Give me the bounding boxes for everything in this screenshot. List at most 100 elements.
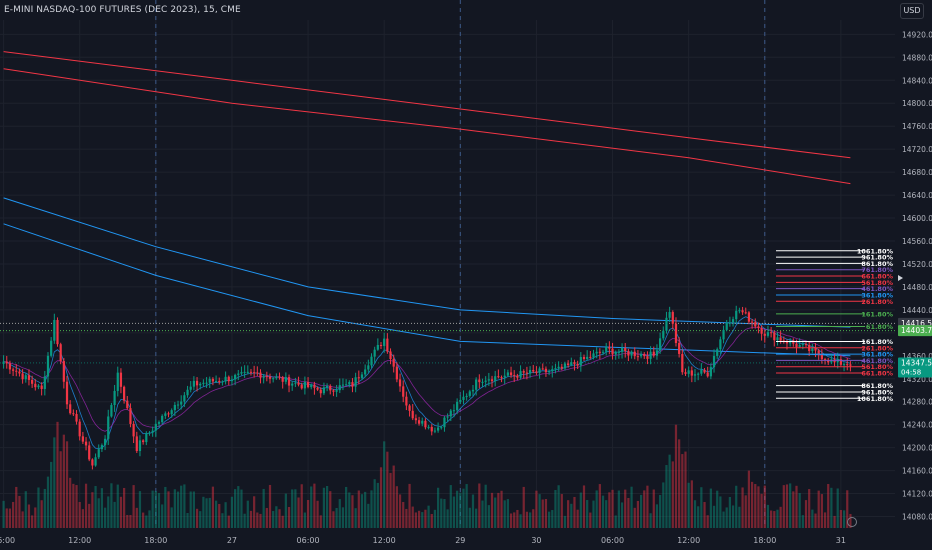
candle-body <box>722 329 725 340</box>
volume-bar <box>310 486 313 528</box>
candle-body <box>443 417 446 428</box>
candle-body <box>538 368 541 373</box>
volume-bar <box>265 507 268 528</box>
candle-body <box>2 361 5 364</box>
volume-bar <box>567 500 570 528</box>
candle-body <box>135 436 138 452</box>
volume-bar <box>338 499 341 528</box>
candle-body <box>839 359 843 365</box>
volume-bar <box>72 483 75 528</box>
candle-body <box>392 359 395 367</box>
volume-bar <box>135 507 138 528</box>
fib-level-label: 861.80% <box>861 382 893 390</box>
volume-bar <box>776 509 779 528</box>
volume-bar <box>278 509 281 528</box>
fib-level-label: 361.80% <box>861 351 893 359</box>
price-tick-label: 14480.00 <box>902 283 932 292</box>
volume-bar <box>214 500 218 528</box>
candle-body <box>113 390 116 406</box>
fib-level-label: 961.80% <box>861 254 893 262</box>
volume-bar <box>547 511 551 528</box>
volume-bar <box>262 488 265 528</box>
time-tick-label: 31 <box>836 536 846 545</box>
price-labels: 14416.5014403.75 14347.5004:58 <box>898 317 932 378</box>
volume-bar <box>234 489 237 528</box>
volume-bar <box>186 512 189 528</box>
moving-average-line <box>3 51 851 159</box>
candle-body <box>15 370 18 372</box>
price-tag <box>898 357 932 378</box>
volume-bar <box>823 512 827 528</box>
volume-bar <box>671 461 674 528</box>
candle-body <box>319 389 322 394</box>
candle-body <box>97 449 100 458</box>
volume-bar <box>81 509 84 528</box>
volume-bar <box>31 515 34 528</box>
candle-body <box>268 376 272 379</box>
candle-body <box>214 380 218 382</box>
candle-body <box>655 350 659 356</box>
volume-bar <box>678 439 681 528</box>
candle-body <box>310 384 313 388</box>
volume-bar <box>760 493 763 528</box>
volume-bar <box>779 506 782 528</box>
candle-body <box>532 369 535 372</box>
volume-bar <box>592 500 595 528</box>
volume-bar <box>738 506 741 528</box>
candle-body <box>624 348 627 352</box>
volume-bar <box>164 486 167 528</box>
volume-bar <box>522 486 525 528</box>
candle-body <box>129 408 132 424</box>
volume-bar <box>97 498 100 528</box>
candle-body <box>668 312 671 318</box>
volume-bar <box>747 470 751 528</box>
candle-body <box>506 372 509 376</box>
candle-body <box>27 375 31 380</box>
volume-bar <box>316 500 319 528</box>
volume-bar <box>351 495 354 528</box>
candle-body <box>735 310 738 320</box>
volume-bar <box>484 484 487 528</box>
candle-body <box>208 378 211 383</box>
candle-body <box>801 344 804 346</box>
candle-body <box>776 337 779 341</box>
volume-bar <box>161 504 164 528</box>
volume-bar <box>303 512 307 528</box>
fib-level-label: 1061.80% <box>857 395 894 403</box>
volume-bar <box>627 497 630 528</box>
candle-body <box>576 363 579 366</box>
volume-bar <box>652 489 655 528</box>
ema-line <box>3 327 851 432</box>
price-tick-label: 14080.00 <box>902 513 932 522</box>
volume-bar <box>424 509 427 528</box>
price-tick-label: 14640.00 <box>902 191 932 200</box>
volume-bar <box>259 513 262 528</box>
candle-body <box>164 413 167 416</box>
volume-bar <box>668 454 671 528</box>
volume-bar <box>287 506 291 528</box>
candle-body <box>525 372 529 374</box>
volume-bar <box>513 512 516 528</box>
candle-body <box>278 376 281 378</box>
candle-body <box>440 427 443 429</box>
candle-body <box>21 373 24 380</box>
volume-bar <box>744 495 747 528</box>
candle-body <box>287 377 291 386</box>
candle-body <box>116 372 119 391</box>
volume-bar <box>284 493 287 528</box>
candle-body <box>760 327 763 334</box>
candle-body <box>684 372 687 374</box>
currency-button[interactable]: USD <box>900 3 924 19</box>
candle-body <box>272 378 275 380</box>
volume-bar <box>833 515 836 528</box>
volume-bar <box>579 492 582 528</box>
candle-body <box>154 423 157 431</box>
candle-body <box>620 348 624 352</box>
volume-bar <box>43 488 46 528</box>
volume-bar <box>757 486 760 528</box>
candle-body <box>325 385 329 388</box>
volume-bar <box>167 491 170 528</box>
volume-bar <box>497 492 500 528</box>
volume-bar <box>462 488 465 528</box>
